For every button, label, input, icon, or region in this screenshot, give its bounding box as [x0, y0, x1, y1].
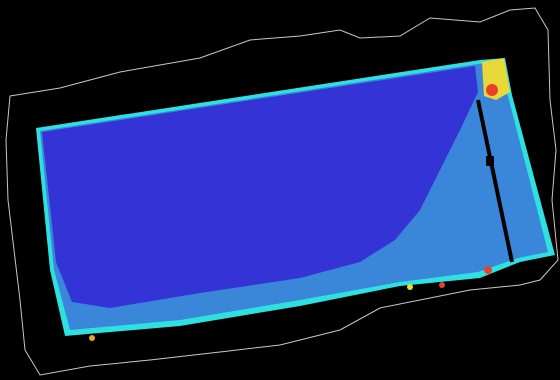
dark-region: [42, 66, 478, 308]
hot-spot-core: [486, 84, 498, 96]
hot-spot: [89, 335, 95, 341]
boundary-mark: [486, 156, 494, 166]
outer-contour: [5, 7, 559, 376]
boundary-line: [476, 99, 514, 263]
hot-spot: [407, 284, 413, 290]
hot-spot: [439, 282, 445, 288]
hot-spot: [484, 266, 492, 274]
